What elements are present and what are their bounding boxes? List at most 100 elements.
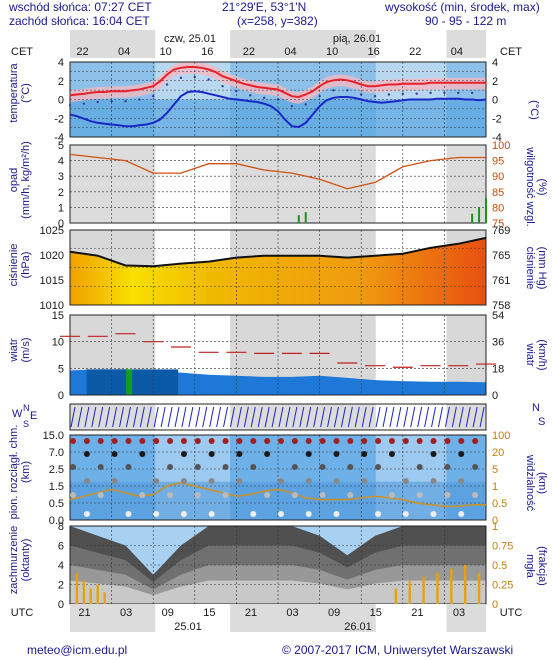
cloud-dot-4-14 <box>167 492 174 498</box>
temp-rtick-2: 0 <box>492 95 498 107</box>
dir-arrow-23 <box>229 406 235 428</box>
cover-label-right: (frakcja) mgła <box>524 546 548 586</box>
cover-rtick-3: 0.25 <box>492 580 513 592</box>
cloud-dot-4-18 <box>194 492 201 498</box>
precip-tick-4: 1 <box>58 202 64 214</box>
cloud-tick-3: 1.5 <box>49 481 64 493</box>
pressure-frame <box>69 229 487 306</box>
cloud-tick-0: 15.0 <box>43 430 64 442</box>
dir-s-left: S <box>23 419 30 429</box>
bottom-hour-7: 15 <box>370 607 382 619</box>
cloud-dot-4-22 <box>222 492 229 498</box>
wind-frame <box>69 314 487 396</box>
cloud-dot-0-40 <box>347 438 354 444</box>
dir-arrow-39 <box>340 406 346 428</box>
cloud-dot-0-52 <box>430 438 437 444</box>
cloud-label-right: (km) widzialność <box>524 454 548 512</box>
cover-tick-3: 2 <box>58 580 64 592</box>
visibility-line <box>69 481 486 508</box>
wind-rtick-0: 54 <box>492 310 504 322</box>
top-hour-8: 22 <box>409 46 421 58</box>
dir-arrow-17 <box>188 406 194 428</box>
bottom-hour-4: 21 <box>245 607 257 619</box>
cloud-dot-3-52 <box>430 478 437 484</box>
cloud-dot-1-56 <box>458 451 465 457</box>
temp-tick-1: 2 <box>58 76 64 88</box>
precip-label-right: (%) wilgotność wzgl. <box>524 147 548 227</box>
precip-rtick-4: 80 <box>492 202 504 214</box>
cloud-dot-2-36 <box>319 464 326 470</box>
dir-arrow-55 <box>451 406 457 428</box>
cloud-tick-2: 2.5 <box>49 464 64 476</box>
cloud-dot-1-28 <box>264 451 271 457</box>
cloud-dot-0-0 <box>70 438 76 444</box>
wind-rtick-1: 36 <box>492 337 504 349</box>
cloud-dot-2-26 <box>250 464 257 470</box>
dir-arrow-14 <box>167 406 173 428</box>
cloud-dot-5-56 <box>458 511 465 517</box>
fog-bar-4 <box>103 592 106 604</box>
precip-tick-0: 5 <box>58 140 64 152</box>
cloud-dot-1-38 <box>333 451 340 457</box>
wind-label-left: wiatr (m/s) <box>8 337 32 363</box>
bottom-hour-1: 03 <box>120 607 132 619</box>
cloud-dot-4-4 <box>97 492 104 498</box>
temp-dot-28 <box>262 96 266 100</box>
temp-range-band <box>70 62 486 104</box>
temp-dot-36 <box>318 94 321 98</box>
dir-arrow-52 <box>431 406 437 428</box>
dir-arrow-58 <box>472 406 478 428</box>
cloud-dot-1-46 <box>388 451 395 457</box>
dir-arrow-6 <box>112 406 118 428</box>
height-values: 90 - 95 - 122 m <box>425 14 507 28</box>
temp-rtick-1: 2 <box>492 76 498 88</box>
fog-bar-10 <box>464 565 467 604</box>
cover-layer-3 <box>70 580 486 604</box>
dir-arrow-40 <box>347 406 353 428</box>
tz-bottom-left: UTC <box>11 607 34 619</box>
wind-tick-1: 10 <box>52 337 64 349</box>
cloud-dot-0-8 <box>125 438 132 444</box>
cover-tick-1: 6 <box>58 541 64 553</box>
dir-arrow-53 <box>437 406 443 428</box>
cloud-tick-1: 7.0 <box>49 447 64 459</box>
contact-email[interactable]: meteo@icm.edu.pl <box>27 643 128 657</box>
temp-dot-0 <box>68 104 72 107</box>
coords-text: 21°29'E, 53°1'N <box>222 0 307 14</box>
cloud-dot-3-16 <box>180 478 187 484</box>
dir-arrow-49 <box>410 406 416 428</box>
wind-tick-0: 15 <box>52 310 64 322</box>
cloud-dot-0-22 <box>222 438 229 444</box>
cloud-dot-5-44 <box>375 511 382 517</box>
dir-arrow-33 <box>299 406 305 428</box>
pressure-tick-0: 1025 <box>40 225 64 237</box>
cover-tick-4: 0 <box>58 599 64 611</box>
cloud-dot-4-46 <box>388 492 395 498</box>
cloud-dot-5-52 <box>430 511 437 517</box>
tz-top-left: CET <box>11 46 33 58</box>
cloud-dot-0-20 <box>208 438 215 444</box>
precip-bar-4 <box>485 198 487 223</box>
precip-tick-5: 0 <box>58 218 64 230</box>
dir-arrow-19 <box>202 406 208 428</box>
top-hour-9: 04 <box>451 46 463 58</box>
tz-bottom-right: UTC <box>500 607 523 619</box>
temp-label-left: temperatura (°C) <box>8 63 32 123</box>
dir-arrow-7 <box>119 406 125 428</box>
dir-arrow-29 <box>271 406 277 428</box>
cloud-dot-4-54 <box>444 492 451 498</box>
cloud-dot-0-10 <box>139 438 146 444</box>
temp-tick-4: -4 <box>54 132 64 144</box>
fog-bar-9 <box>450 568 453 604</box>
dir-arrow-32 <box>292 406 298 428</box>
dir-arrow-59 <box>479 406 485 428</box>
cloud-dot-1-16 <box>180 451 187 457</box>
temp-dot-46 <box>387 93 391 96</box>
precip-bar-1 <box>304 212 307 223</box>
wind-strong-block <box>86 369 179 395</box>
fog-bar-11 <box>477 572 481 604</box>
dir-arrow-24 <box>236 406 242 428</box>
cloud-dot-4-28 <box>264 492 271 498</box>
dir-arrow-21 <box>216 406 222 428</box>
